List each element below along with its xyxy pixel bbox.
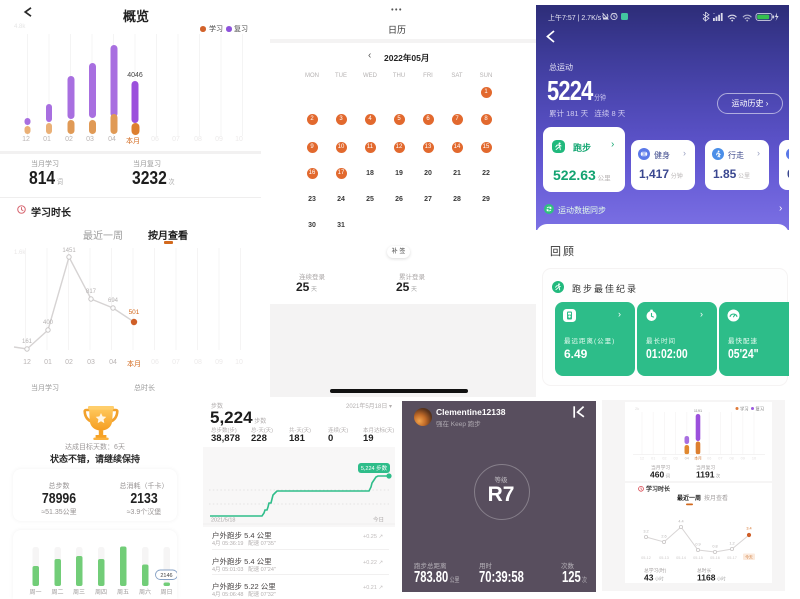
svg-text:12: 12 [640,457,644,461]
svg-text:02: 02 [662,457,666,461]
svg-text:4046: 4046 [127,72,143,79]
svg-text:学习时长: 学习时长 [646,485,671,493]
svg-text:按月查看: 按月查看 [704,494,728,502]
svg-text:161: 161 [22,339,33,345]
svg-text:周二: 周二 [51,589,63,596]
svg-text:0.8: 0.8 [712,545,717,549]
svg-text:4.4: 4.4 [678,520,683,524]
svg-text:1451: 1451 [62,248,76,254]
svg-text:05-16: 05-16 [710,556,720,560]
svg-text:400: 400 [43,320,54,326]
svg-text:3.2: 3.2 [643,530,648,534]
svg-text:1191: 1191 [694,409,702,413]
svg-text:本月: 本月 [694,456,702,461]
svg-text:05-13: 05-13 [659,556,669,560]
svg-text:05-15: 05-15 [693,556,703,560]
svg-text:2146: 2146 [160,573,172,579]
svg-text:04: 04 [685,457,689,461]
svg-text:01: 01 [651,457,655,461]
svg-text:09: 09 [741,457,745,461]
svg-text:最近一周: 最近一周 [677,494,701,502]
svg-text:周六: 周六 [139,588,151,596]
svg-text:05-17: 05-17 [727,556,737,560]
svg-text:05-14: 05-14 [676,556,686,560]
svg-text:今日: 今日 [373,516,384,524]
svg-text:06: 06 [707,457,711,461]
svg-text:0.9: 0.9 [695,543,700,547]
svg-text:周三: 周三 [73,589,85,596]
svg-text:周四: 周四 [95,589,107,596]
svg-text:07: 07 [718,457,722,461]
svg-text:总时长: 总时长 [697,567,712,574]
svg-text:501: 501 [129,309,140,316]
svg-text:1168 小时: 1168 小时 [697,573,726,583]
svg-text:学习: 学习 [740,405,749,412]
svg-text:当月学习: 当月学习 [651,464,670,471]
svg-text:08: 08 [729,457,733,461]
svg-text:817: 817 [86,289,97,295]
svg-text:03: 03 [673,457,677,461]
svg-text:当月复习: 当月复习 [696,464,715,471]
svg-text:694: 694 [108,298,119,304]
svg-text:": " [713,12,715,17]
svg-text:周一: 周一 [29,589,41,596]
svg-text:460 词: 460 词 [650,470,670,480]
svg-text:3.4: 3.4 [746,527,751,531]
svg-text:43 小时: 43 小时 [644,573,664,583]
svg-text:复习: 复习 [756,405,765,412]
svg-text:1.2: 1.2 [729,542,734,546]
svg-text:周日: 周日 [160,589,172,596]
svg-text:05-12: 05-12 [641,556,651,560]
svg-text:2.6: 2.6 [661,535,666,539]
svg-text:5,224 步数: 5,224 步数 [361,464,388,472]
svg-text:总学习(时): 总学习(时) [644,567,667,574]
svg-text:1191 次: 1191 次 [696,470,721,480]
svg-text:周五: 周五 [117,589,129,596]
svg-text:2021/5/18: 2021/5/18 [211,518,235,524]
svg-text:今天: 今天 [745,555,753,560]
svg-text:2k: 2k [635,406,639,411]
svg-text:10: 10 [752,457,756,461]
